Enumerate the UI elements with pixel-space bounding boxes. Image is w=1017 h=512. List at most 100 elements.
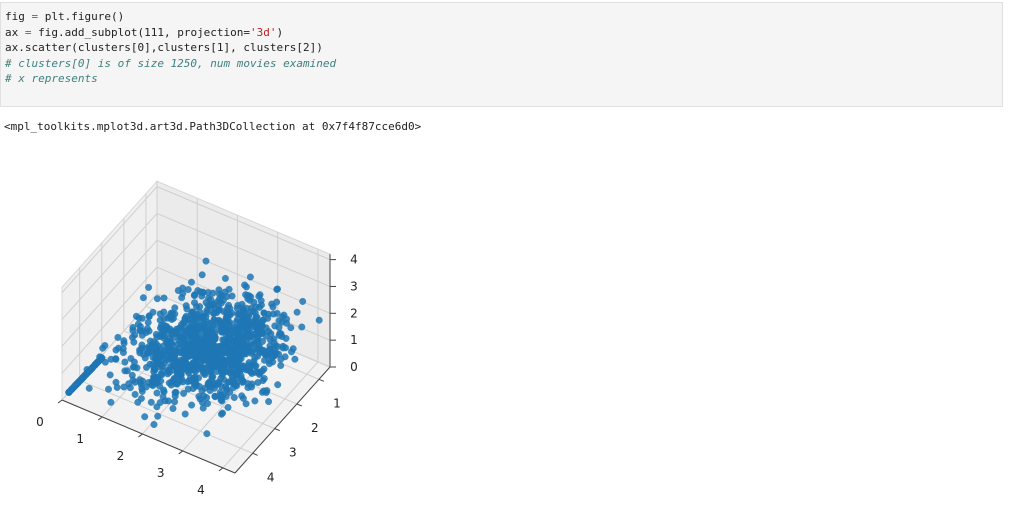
scatter-point xyxy=(112,346,120,354)
scatter-point xyxy=(254,338,262,346)
scatter-point xyxy=(230,393,238,402)
scatter-point xyxy=(129,326,137,334)
scatter-point xyxy=(152,330,160,338)
scatter-point xyxy=(169,359,177,368)
scatter-point xyxy=(171,398,179,406)
scatter-point xyxy=(260,309,268,317)
scatter-point xyxy=(134,398,142,406)
scatter-point xyxy=(227,367,235,375)
scatter-point xyxy=(153,295,161,303)
scatter-point xyxy=(160,315,168,323)
scatter-point xyxy=(159,386,168,394)
code-token: ) xyxy=(276,25,284,39)
scatter-point xyxy=(251,309,259,317)
code-token: '3d' xyxy=(250,25,277,39)
scatter-point xyxy=(268,300,276,308)
scatter-point xyxy=(154,412,162,420)
scatter-point xyxy=(287,348,296,356)
scatter-point xyxy=(186,329,194,337)
scatter-point xyxy=(220,336,228,344)
scatter-point xyxy=(180,364,188,372)
scatter-point xyxy=(287,324,295,332)
scatter-point xyxy=(222,308,231,317)
scatter-point xyxy=(153,389,161,397)
scatter-point xyxy=(259,347,267,355)
scatter-point xyxy=(216,317,224,325)
scatter-point xyxy=(139,294,147,302)
scatter-point xyxy=(150,420,158,429)
scatter-point xyxy=(104,385,113,393)
scatter-point xyxy=(181,410,189,418)
scatter-point xyxy=(191,374,199,382)
scatter-point xyxy=(192,320,200,328)
scatter-point xyxy=(214,361,222,370)
scatter-point xyxy=(252,345,260,353)
code-editor[interactable]: fig = plt.figure() ax = fig.add_subplot(1… xyxy=(1,3,1002,87)
scatter-point xyxy=(217,353,225,361)
scatter-point xyxy=(156,398,164,407)
scatter-point xyxy=(199,289,207,297)
scatter-point xyxy=(138,314,146,322)
x-tick-label: 3 xyxy=(157,466,165,480)
scatter-point xyxy=(123,367,131,375)
z-tick-label: 1 xyxy=(350,333,358,347)
scatter-point xyxy=(281,344,290,352)
scatter-point xyxy=(174,286,182,295)
scatter-point xyxy=(291,355,299,363)
scatter-point xyxy=(220,323,228,331)
scatter-point xyxy=(199,356,207,364)
scatter-point xyxy=(150,364,158,372)
scatter-point xyxy=(203,430,211,438)
scatter-point xyxy=(120,337,128,345)
scatter-point xyxy=(203,334,211,343)
scatter-point xyxy=(198,271,206,279)
code-cell[interactable]: fig = plt.figure() ax = fig.add_subplot(1… xyxy=(0,2,1003,107)
scatter-point xyxy=(132,312,140,320)
scatter-point xyxy=(138,344,146,352)
z-gridline xyxy=(156,213,331,287)
z-tick-label: 2 xyxy=(350,306,358,320)
scatter-point xyxy=(187,278,196,286)
scatter-point xyxy=(262,324,270,332)
y-tick-label: 2 xyxy=(311,421,319,435)
code-token: ax.scatter(clusters[0],clusters[1], clus… xyxy=(5,41,323,54)
z-gridline xyxy=(156,186,331,261)
y-tick-label: 4 xyxy=(267,470,275,484)
scatter-point xyxy=(269,310,277,318)
z-gridline xyxy=(61,239,158,347)
z-tick-label: 3 xyxy=(350,279,358,293)
z-gridline xyxy=(61,266,158,374)
scatter-points xyxy=(65,257,323,438)
scatter-point xyxy=(85,384,93,392)
x-tick xyxy=(57,399,63,404)
scatter-point xyxy=(258,367,266,375)
scatter-point xyxy=(232,336,240,344)
scatter-point xyxy=(141,413,149,421)
scatter-point xyxy=(191,291,199,299)
scatter-point xyxy=(226,346,234,354)
scatter-point xyxy=(156,324,165,332)
scatter-point xyxy=(165,368,173,376)
scatter-point xyxy=(299,297,307,305)
scatter-point xyxy=(184,385,192,393)
scatter-point xyxy=(268,354,276,362)
scatter-point xyxy=(244,292,252,300)
code-token: plt.figure() xyxy=(38,10,125,23)
scatter-point xyxy=(218,397,226,405)
scatter-point xyxy=(138,384,146,393)
scatter-point xyxy=(190,345,198,353)
scatter-point xyxy=(266,342,274,350)
z-gridline xyxy=(61,213,158,320)
code-token: fig xyxy=(5,10,32,23)
code-line: fig = plt.figure() xyxy=(5,9,1002,25)
scatter-point xyxy=(205,361,213,369)
scatter-point xyxy=(217,375,225,383)
code-token: fig.add_subplot(111, projection= xyxy=(31,25,251,39)
scatter-point xyxy=(223,385,231,393)
scatter-point xyxy=(202,257,210,265)
z-gridline xyxy=(61,186,158,293)
scatter-point xyxy=(121,358,129,366)
scatter-point xyxy=(160,294,168,302)
